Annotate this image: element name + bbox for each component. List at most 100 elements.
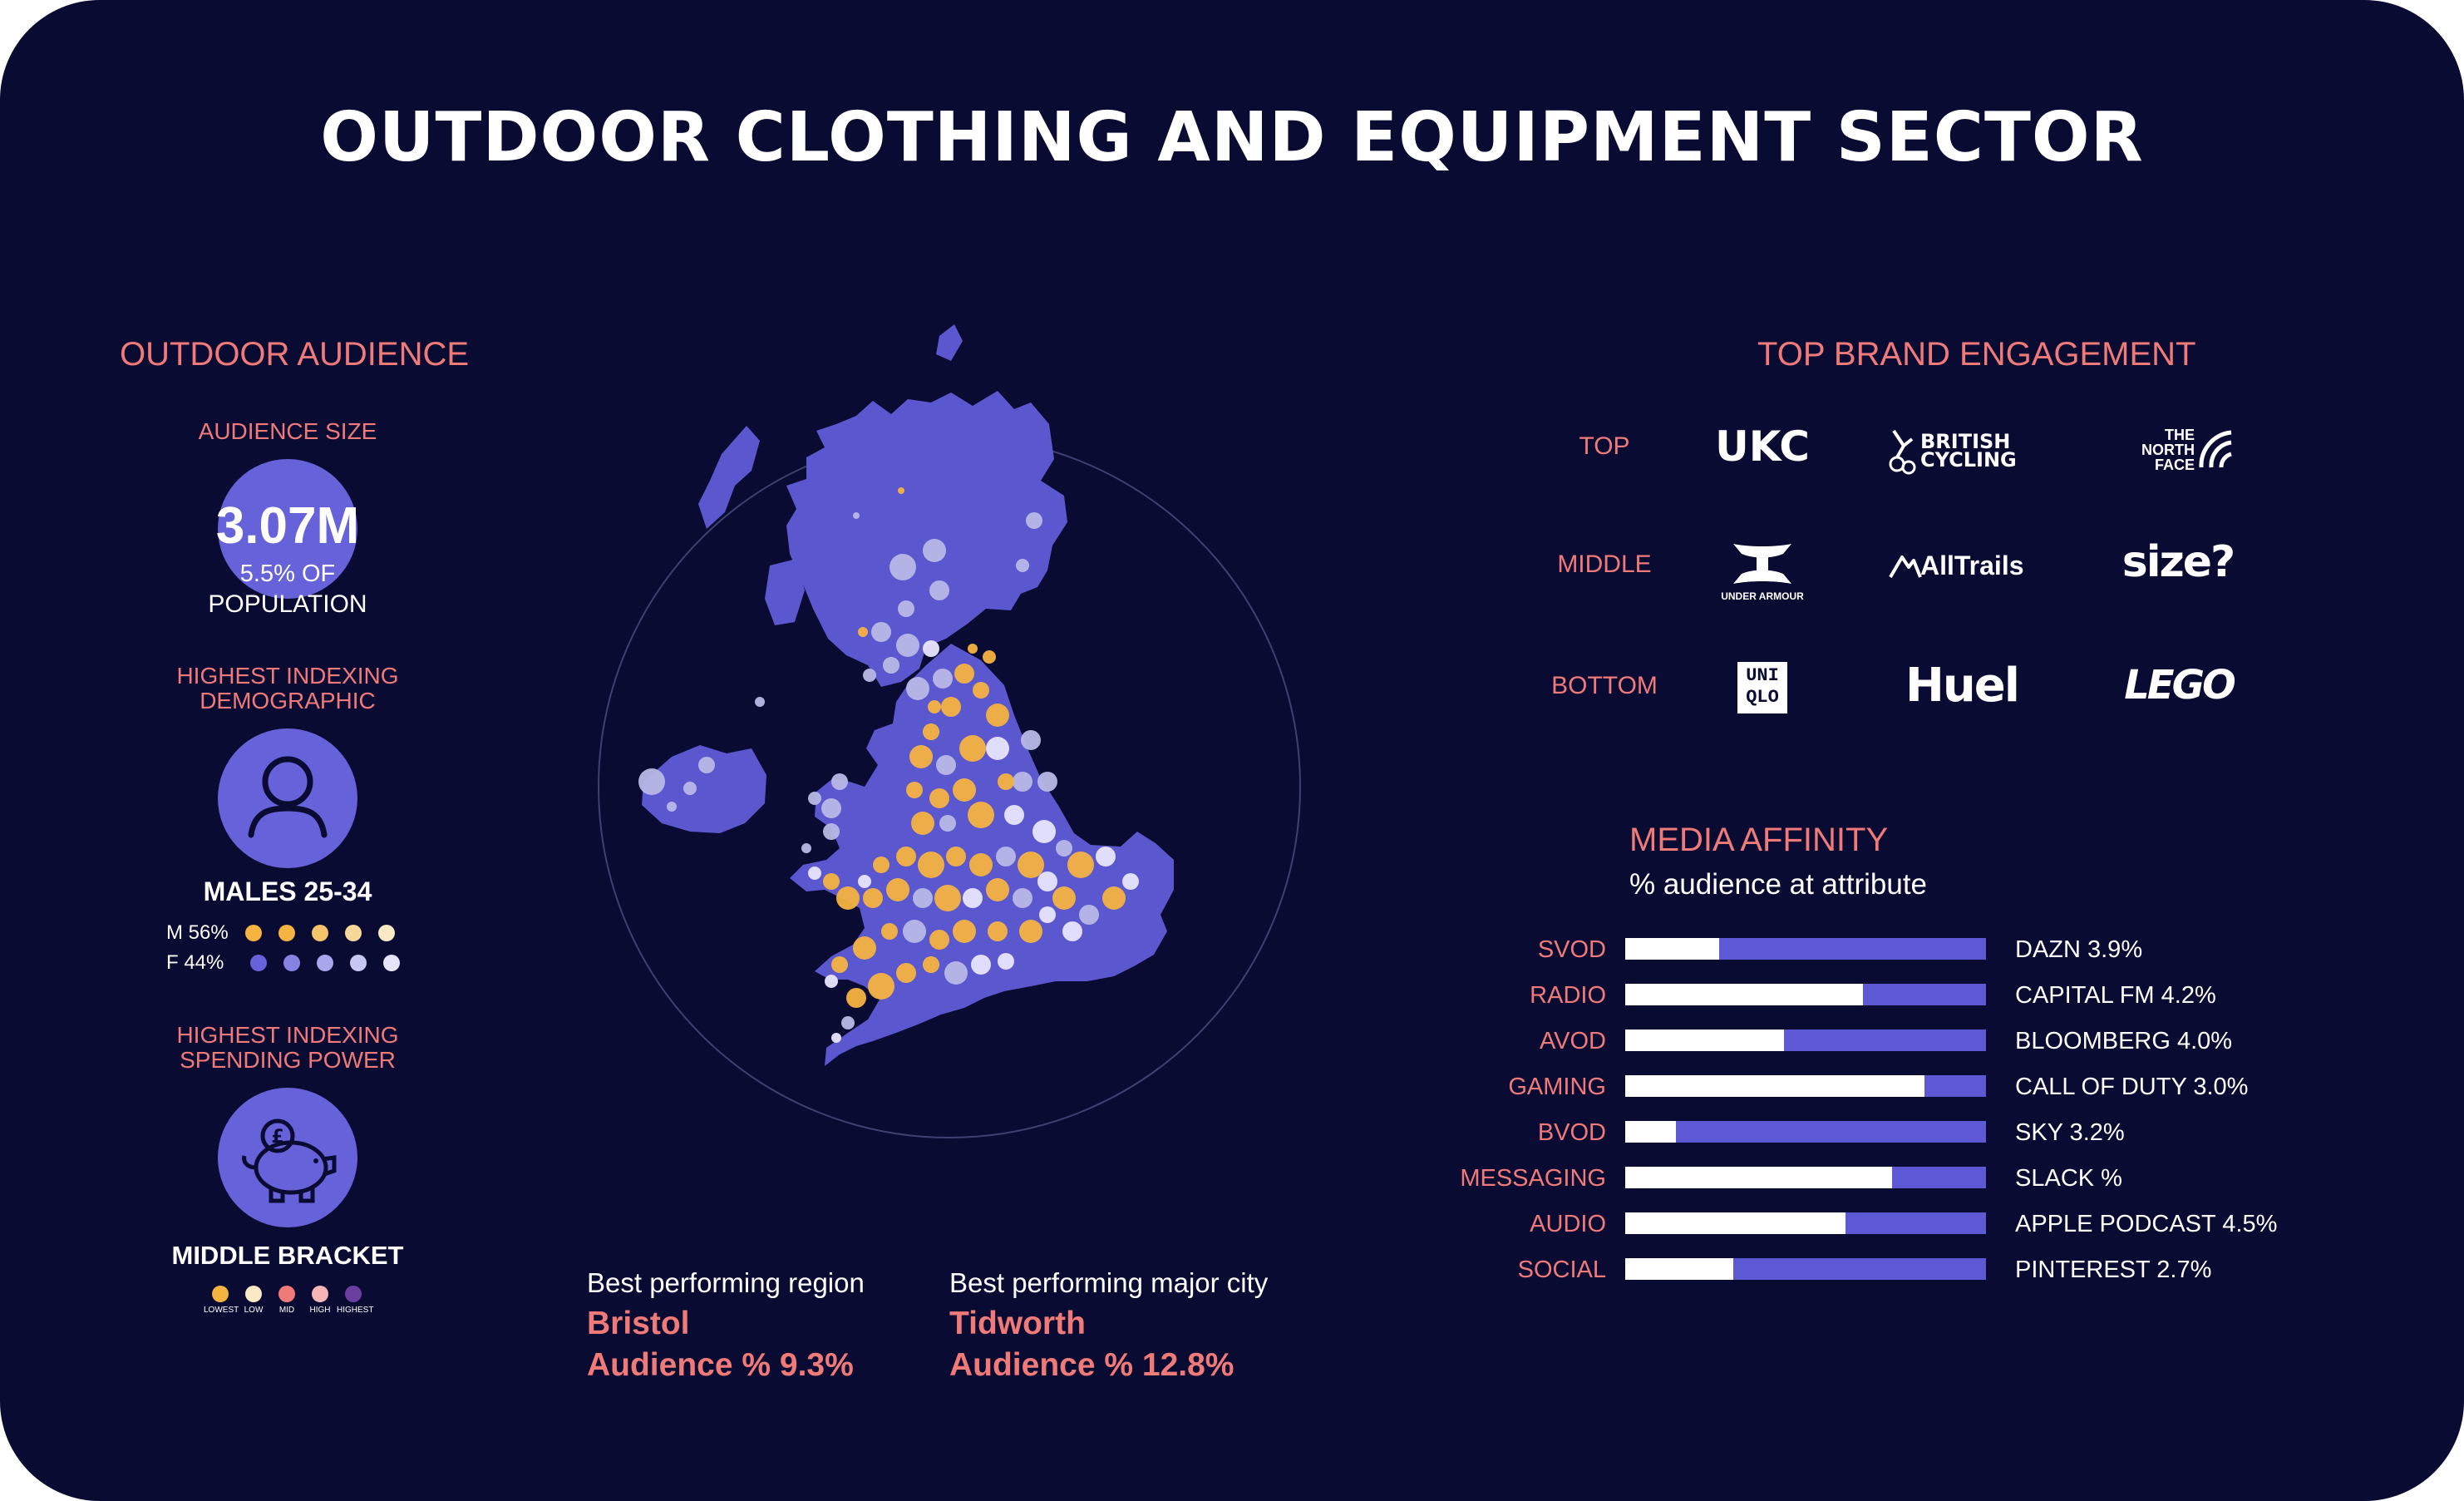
map-dot — [998, 773, 1014, 790]
map-dot — [898, 487, 904, 494]
media-bar-fill-social — [1625, 1258, 1733, 1280]
best-region-name: Bristol — [587, 1306, 690, 1341]
map-dot — [934, 885, 961, 911]
media-value-radio: CAPITAL FM 4.2% — [2015, 982, 2216, 1009]
map-dot — [913, 888, 933, 908]
best-region-value: Audience % 9.3% — [587, 1347, 854, 1383]
media-bar-radio — [1625, 984, 1986, 1005]
media-label-messaging: MESSAGING — [1460, 1165, 1606, 1192]
male-dot-4 — [344, 925, 362, 941]
brand-row-bottom-label: BOTTOM — [1551, 672, 1658, 699]
best-city-label: Best performing major city — [949, 1267, 1269, 1298]
map-dot — [1037, 772, 1057, 792]
media-value-audio: APPLE PODCAST 4.5% — [2015, 1211, 2278, 1237]
map-dot — [929, 788, 949, 808]
map-dot — [1096, 847, 1116, 867]
piggy-bank-icon: £ — [242, 1118, 337, 1203]
map-dot — [823, 873, 840, 890]
map-dot — [944, 961, 968, 985]
map-dot — [923, 640, 939, 657]
media-bar-fill-messaging — [1625, 1167, 1892, 1188]
map-dot — [923, 539, 946, 562]
svg-text:£: £ — [271, 1127, 283, 1148]
map-dot — [846, 988, 866, 1008]
audience-size-population: POPULATION — [208, 590, 367, 618]
male-dot-5 — [377, 925, 395, 941]
brand-logo-lego: LEGO — [2124, 662, 2236, 709]
north-face-arc-icon — [2199, 430, 2232, 468]
brand-row-middle-label: MIDDLE — [1557, 551, 1652, 578]
spending-legend-highest: HIGHEST — [337, 1306, 374, 1315]
alltrails-icon — [1889, 555, 1922, 579]
female-dot-1 — [250, 955, 268, 971]
media-bar-fill-gaming — [1625, 1075, 1924, 1097]
map-dot — [1019, 920, 1042, 943]
map-dot — [868, 973, 894, 1000]
media-bar-gaming — [1625, 1075, 1986, 1097]
map-dot — [1016, 559, 1029, 572]
map-dot — [973, 682, 989, 699]
female-label: F 44% — [166, 951, 224, 974]
media-bar-fill-audio — [1625, 1212, 1846, 1234]
map-dot — [986, 878, 1009, 901]
map-dot — [946, 847, 966, 867]
map-dot — [1102, 886, 1126, 910]
media-bar-fill-bvod — [1625, 1121, 1676, 1143]
map-dot — [923, 956, 939, 973]
map-dot — [983, 650, 996, 664]
map-dot — [898, 600, 914, 617]
map-dot — [883, 657, 899, 674]
media-label-avod: AVOD — [1539, 1028, 1606, 1054]
media-bar-svod — [1625, 938, 1986, 960]
female-legend: F 44% — [166, 951, 401, 975]
media-label-svod: SVOD — [1537, 936, 1606, 963]
map-dot — [936, 755, 956, 775]
demographic-circle — [218, 728, 357, 868]
map-dot — [1037, 871, 1057, 891]
spending-dot-high — [312, 1286, 328, 1302]
spending-dot-mid — [278, 1286, 295, 1302]
brand-logo-size: size? — [2122, 537, 2235, 587]
map-dot — [831, 1033, 841, 1043]
map-dot — [858, 627, 868, 637]
map-dot — [825, 975, 838, 988]
demographic-label-line1: HIGHEST INDEXING — [176, 663, 399, 689]
map-dot — [1021, 730, 1041, 750]
map-dot — [853, 512, 860, 519]
media-value-social: PINTEREST 2.7% — [2015, 1257, 2212, 1283]
map-dot — [968, 802, 994, 828]
spending-value: MIDDLE BRACKET — [171, 1241, 404, 1270]
map-dot — [831, 956, 848, 973]
map-dot — [929, 580, 949, 600]
map-dot — [858, 875, 871, 888]
map-dots — [638, 487, 1139, 1043]
media-heading: MEDIA AFFINITY — [1629, 822, 1889, 858]
map-dot — [808, 792, 821, 805]
demographic-label-line2: DEMOGRAPHIC — [200, 688, 376, 713]
brand-row-top-label: TOP — [1579, 432, 1630, 460]
map-dot — [953, 778, 976, 802]
map-dot — [863, 669, 876, 682]
spending-dot-highest — [345, 1286, 362, 1302]
map-dot — [821, 798, 841, 818]
media-label-gaming: GAMING — [1508, 1074, 1606, 1100]
map-dot — [963, 888, 983, 908]
map-dot — [863, 888, 883, 908]
spending-dot-lowest — [212, 1286, 229, 1302]
map-dot — [968, 644, 978, 654]
brands-heading: TOP BRAND ENGAGEMENT — [1757, 336, 2196, 373]
media-bar-fill-radio — [1625, 984, 1863, 1005]
map-dot — [1032, 820, 1056, 843]
map-dot — [928, 700, 941, 713]
map-dot — [939, 815, 956, 832]
spending-dot-low — [245, 1286, 262, 1302]
map-dot — [896, 847, 916, 867]
map-dot — [667, 802, 677, 812]
map-scotland-west — [765, 559, 805, 625]
brand-logo-uniqlo: UNIQLO — [1737, 662, 1787, 713]
map-dot — [1052, 886, 1076, 910]
map-dot — [933, 669, 953, 689]
brand-logo-ukc: UKC — [1715, 422, 1810, 471]
map-dot — [873, 857, 890, 873]
spending-legend-high: HIGH — [309, 1306, 331, 1315]
